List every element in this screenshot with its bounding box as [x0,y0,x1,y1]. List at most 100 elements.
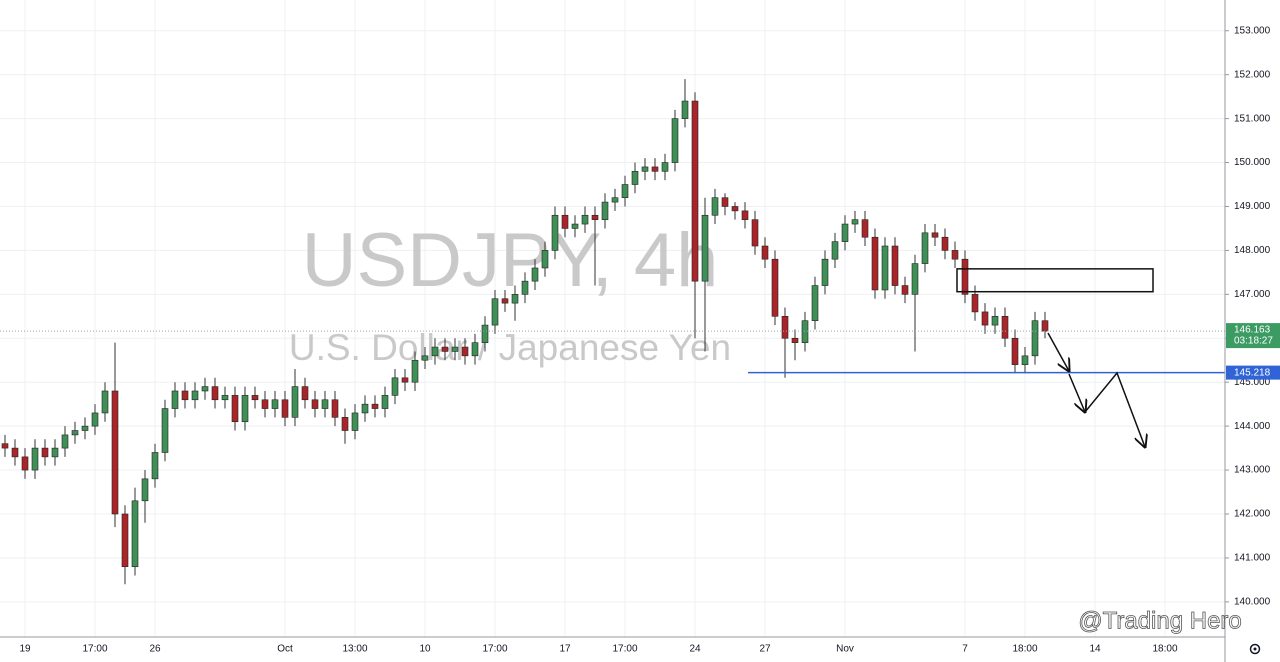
grid [0,0,1225,637]
candles [0,79,1225,585]
candle-body [891,245,899,286]
candle-body [861,219,869,238]
candle-body [631,171,639,185]
candle-body [11,447,19,458]
candle-body [171,390,179,409]
candle-body [521,280,529,295]
level-box [1226,365,1280,380]
candle-body [511,294,519,304]
candle-body [351,412,359,431]
y-tick-label: 149.000 [1234,201,1271,212]
candle-body [121,513,129,568]
x-tick-label: 17:00 [612,644,637,655]
candle-body [551,214,559,251]
y-tick-label: 144.000 [1234,421,1271,432]
candle-body [841,223,849,242]
candle-body [991,316,999,326]
candle-body [641,166,649,172]
candle-body [971,294,979,313]
candle-body [271,399,279,409]
candle-body [91,412,99,427]
countdown-label: 03:18:27 [1234,336,1273,347]
candle-body [871,236,879,291]
y-tick-label: 147.000 [1234,289,1271,300]
candle-body [51,447,59,458]
candle-body [451,346,459,352]
candle-body [371,403,379,409]
credit-watermark: @Trading Hero [1078,607,1242,634]
last-price-box [1226,323,1280,349]
candle-body [331,399,339,418]
x-tick-label: 18:00 [1152,644,1177,655]
candle-body [361,403,369,414]
gear-icon[interactable] [1249,643,1261,655]
candle-body [61,434,69,449]
candle-body [501,298,509,304]
candle-body [281,399,289,418]
candle-body [791,337,799,343]
y-tick-label: 142.000 [1234,509,1271,520]
axes: 140.000 141.000 142.000 143.000 144.000 145.0… [19,25,1280,655]
candle-body [481,324,489,343]
candle-body [761,245,769,260]
candle-body [611,197,619,203]
x-tick-label: 17:00 [482,644,507,655]
candle-body [1031,320,1039,357]
candle-body [651,166,659,172]
candle-body [251,395,259,401]
candle-body [661,162,669,172]
candle-body [721,197,729,207]
x-tick-label: 17:00 [82,644,107,655]
candle-body [781,316,789,339]
candle-body [821,258,829,286]
candle-body [691,100,699,282]
candle-body [961,258,969,295]
candle-body [31,447,39,471]
candle-body [701,214,709,282]
candle-body [491,298,499,326]
candle-body [801,320,809,343]
candle-body [151,452,159,480]
candle-body [911,263,919,295]
gear-center[interactable] [1253,647,1257,651]
settings-button[interactable] [1249,643,1261,655]
candle-body [1,443,9,449]
y-tick-label: 145.000 [1234,377,1271,388]
candle-body [601,201,609,220]
x-tick-label: 10 [419,644,431,655]
candle-body [951,250,959,260]
candle-body [471,342,479,357]
candle-body [981,311,989,326]
x-tick-label: 18:00 [1012,644,1037,655]
candle-body [111,390,119,515]
candle-body [241,395,249,423]
candle-body [541,250,549,269]
candle-body [201,386,209,392]
candle-body [831,241,839,260]
candle-body [561,214,569,229]
last-price-label: 146.163 [1234,325,1271,336]
candle-body [381,395,389,409]
candle-body [811,285,819,321]
y-tick-label: 153.000 [1234,25,1271,36]
candle-body [261,399,269,409]
candle-body [41,447,49,458]
arrow [1084,371,1145,447]
x-tick-label: Oct [277,644,293,655]
zone-rectangle [956,268,1154,293]
x-tick-label: 17 [559,644,571,655]
candle-body [731,206,739,212]
x-tick-label: 7 [962,644,968,655]
y-tick-label: 140.000 [1234,596,1271,607]
forecast-arrows [1047,332,1145,447]
x-tick-label: 24 [689,644,701,655]
candle-body [431,346,439,357]
candle-body [851,219,859,225]
candle-body [771,258,779,317]
candle-body [421,355,429,361]
candle-body [441,346,449,352]
candle-body [921,232,929,264]
candle-body [621,184,629,198]
x-tick-label: 19 [19,644,31,655]
